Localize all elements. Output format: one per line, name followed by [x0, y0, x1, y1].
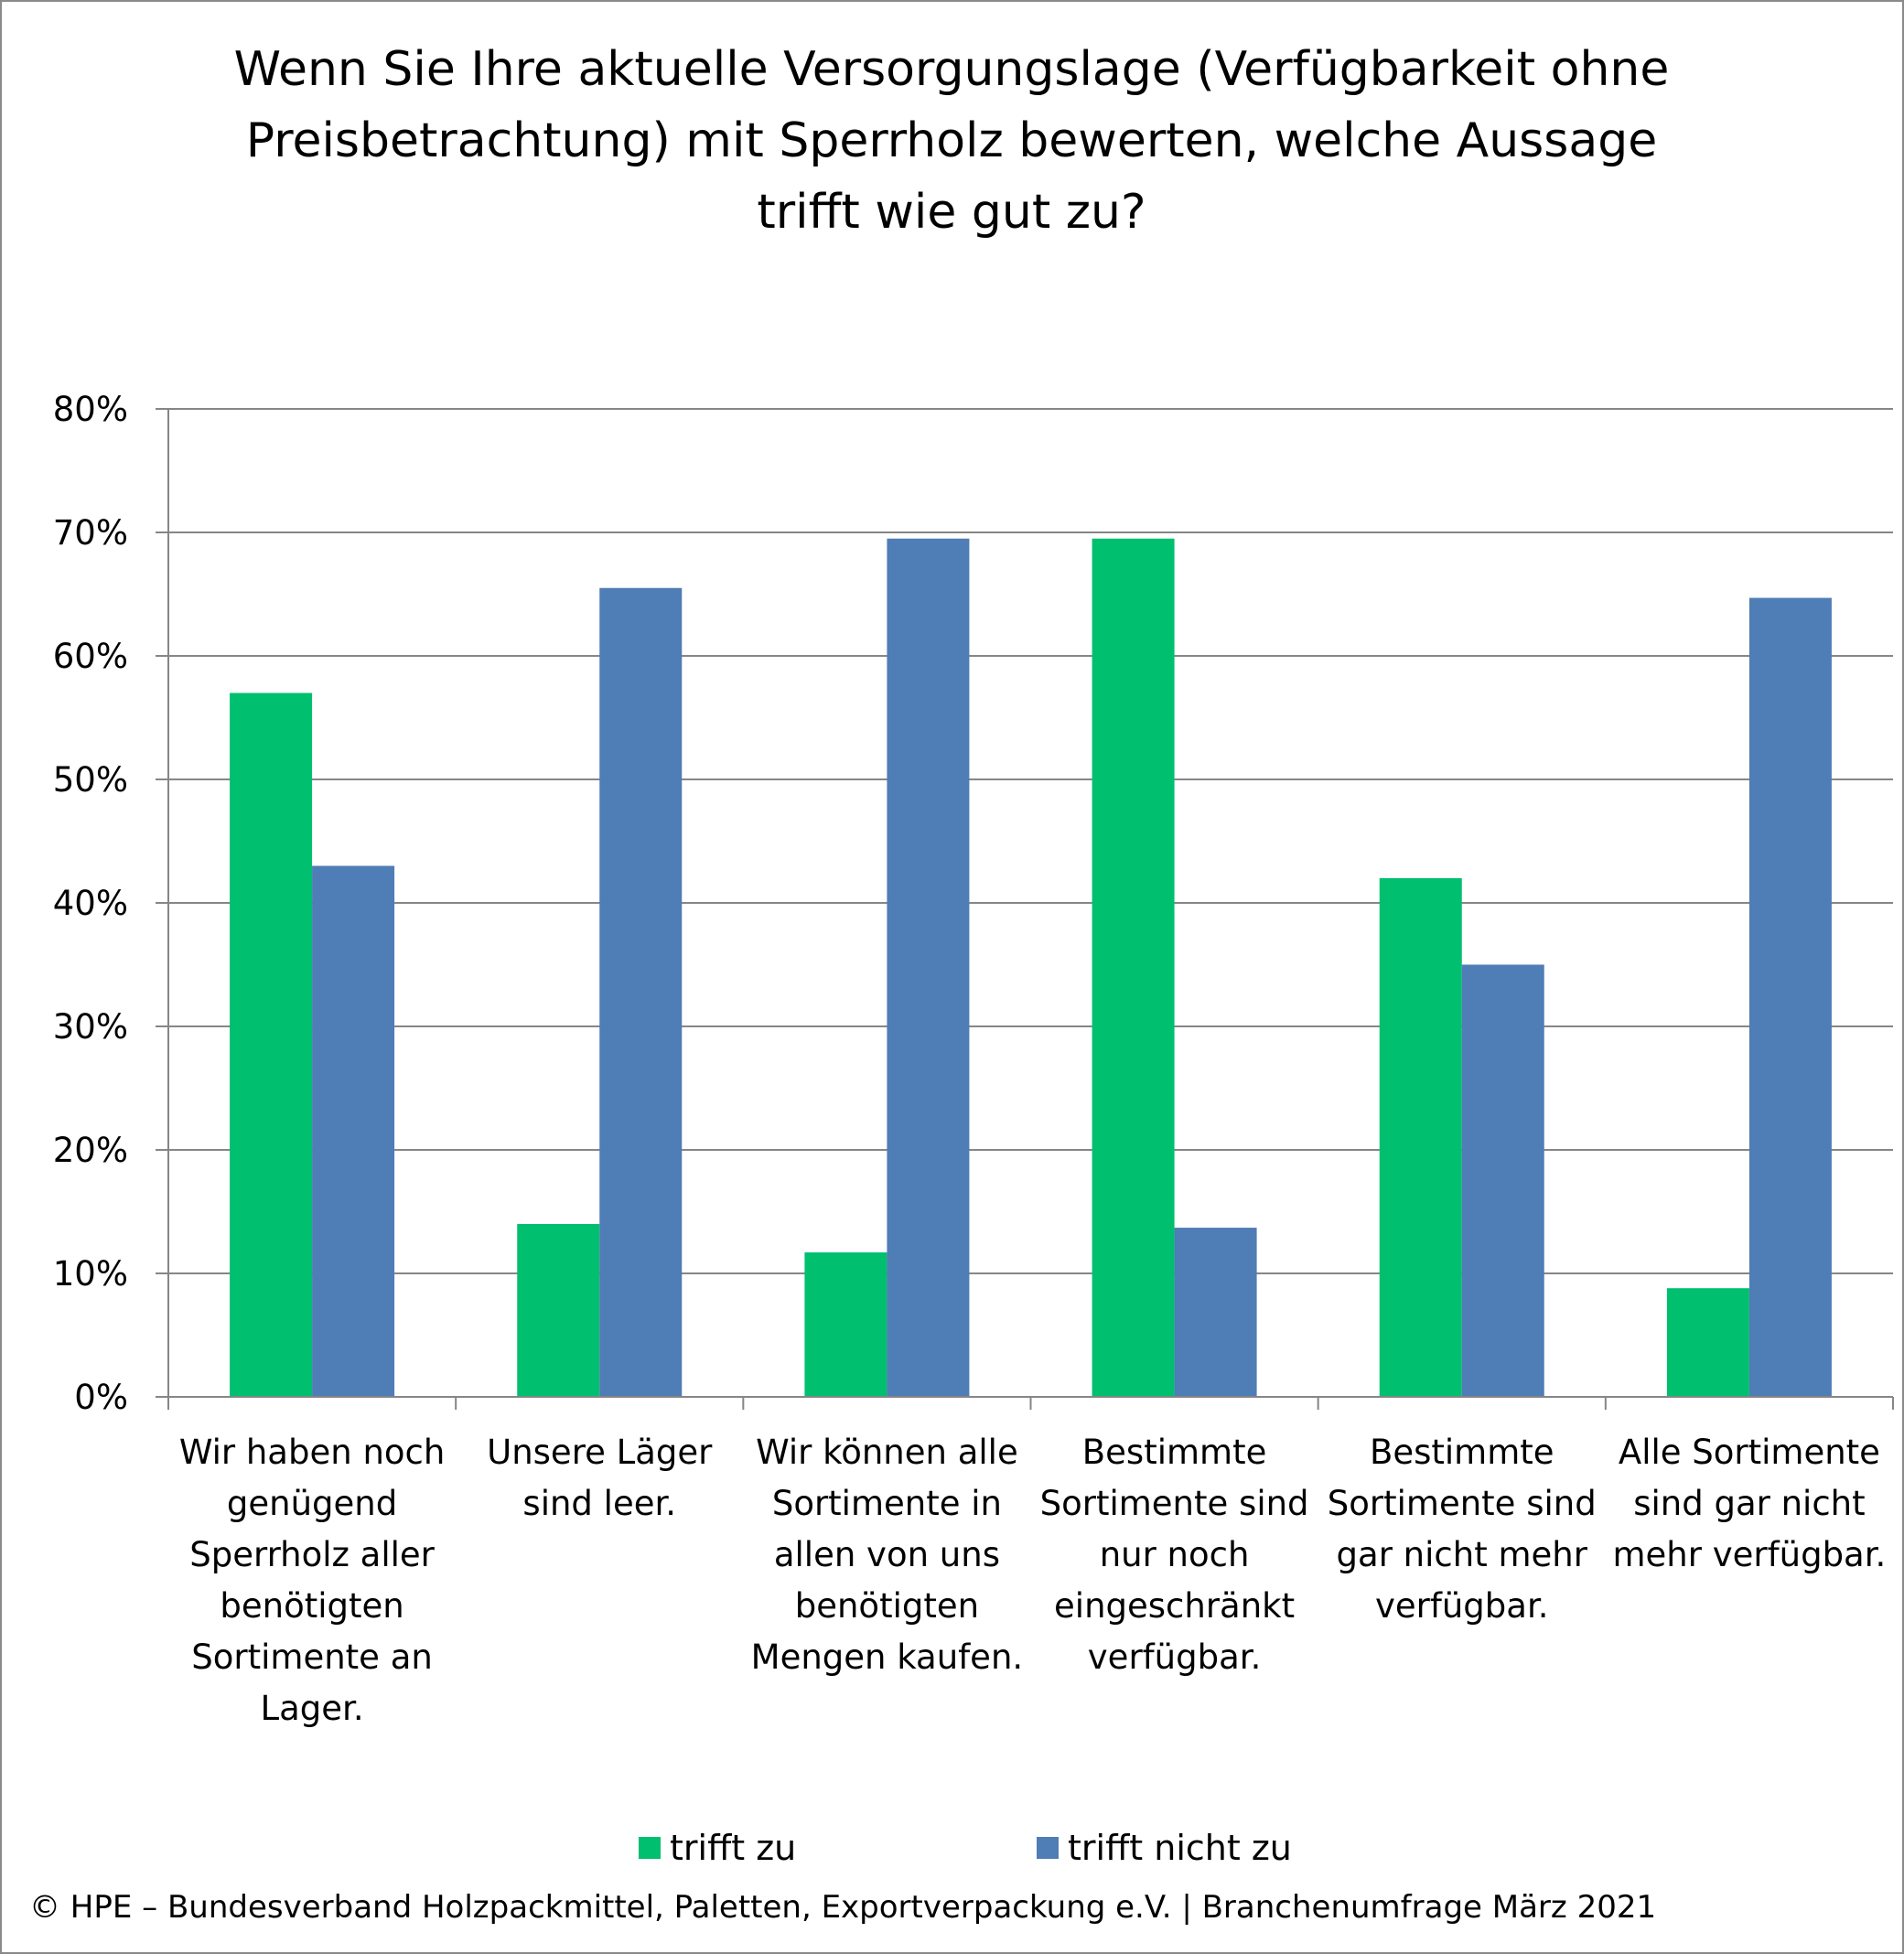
- y-tick-label: 10%: [53, 1254, 128, 1294]
- bar-trifft-nicht-zu: [1461, 964, 1544, 1397]
- y-tick-label: 50%: [53, 760, 128, 800]
- x-category-label-line: Bestimmte: [1370, 1433, 1554, 1472]
- x-category-label-line: genügend: [227, 1484, 397, 1523]
- legend: trifft zu trifft nicht zu: [639, 1828, 1292, 1868]
- x-category-label-line: Sortimente an: [191, 1637, 433, 1677]
- bar-trifft-nicht-zu: [887, 538, 970, 1397]
- x-category-label-line: nur noch: [1100, 1535, 1250, 1574]
- x-category-label: Wir haben noch genügend Sperrholz aller ben…: [179, 1433, 446, 1728]
- bar-trifft-zu: [1092, 538, 1175, 1397]
- bar-trifft-zu: [230, 692, 313, 1397]
- x-category-label-line: verfügbar.: [1375, 1586, 1549, 1626]
- x-category-label-line: Bestimmte: [1082, 1433, 1267, 1472]
- x-category-label-line: verfügbar.: [1088, 1637, 1262, 1677]
- bar-trifft-zu: [517, 1224, 600, 1397]
- y-tick-label: 0%: [74, 1378, 128, 1417]
- title-line: Preisbetrachtung) mit Sperrholz bewerten…: [246, 113, 1657, 168]
- y-tick-label: 30%: [53, 1007, 128, 1047]
- x-category-label: Unsere Läger sind leer.: [487, 1433, 713, 1523]
- x-category-label-line: mehr verfügbar.: [1613, 1535, 1887, 1574]
- bar-trifft-nicht-zu: [1174, 1228, 1257, 1397]
- x-category-label-line: Unsere Läger: [487, 1433, 713, 1472]
- x-category-label-line: gar nicht mehr: [1337, 1535, 1588, 1574]
- y-tick-label: 40%: [53, 884, 128, 923]
- legend-label: trifft nicht zu: [1068, 1828, 1292, 1868]
- x-category-label-line: Sperrholz aller: [189, 1535, 435, 1574]
- y-tick-label: 60%: [53, 637, 128, 676]
- x-category-label: Alle Sortimente sind gar nicht mehr verfüg…: [1613, 1433, 1887, 1574]
- bar-trifft-zu: [1379, 878, 1462, 1397]
- title-line: trifft wie gut zu?: [757, 185, 1146, 240]
- gridlines: [168, 408, 1893, 1274]
- x-category-label-line: sind gar nicht: [1633, 1484, 1865, 1523]
- x-category-label-line: benötigten: [795, 1586, 979, 1626]
- category-labels: Wir haben noch genügend Sperrholz aller ben…: [179, 1433, 1886, 1728]
- chart-title: Wenn Sie Ihre aktuelle Versorgungslage (…: [234, 42, 1670, 240]
- x-category-label-line: Mengen kaufen.: [751, 1637, 1024, 1677]
- y-tick-label: 20%: [53, 1131, 128, 1170]
- x-category-label-line: Wir haben noch: [179, 1433, 446, 1472]
- x-category-label-line: Sortimente sind: [1328, 1484, 1597, 1523]
- x-category-label: Bestimmte Sortimente sind nur noch eingesch…: [1040, 1433, 1309, 1677]
- bar-trifft-nicht-zu: [599, 587, 683, 1397]
- legend-swatch: [639, 1837, 661, 1859]
- axes: 0% 10% 20% 30% 40% 50% 60% 70% 80%: [53, 390, 1894, 1417]
- x-category-label: Wir können alle Sortimente in allen von un…: [751, 1433, 1024, 1677]
- x-category-label: Bestimmte Sortimente sind gar nicht mehr ve…: [1328, 1433, 1597, 1626]
- bar-trifft-nicht-zu: [1748, 597, 1832, 1397]
- title-line: Wenn Sie Ihre aktuelle Versorgungslage (…: [234, 42, 1670, 97]
- x-category-label-line: sind leer.: [522, 1484, 676, 1523]
- x-category-label-line: eingeschränkt: [1054, 1586, 1295, 1626]
- footer-credit: © HPE – Bundesverband Holzpackmittel, Pa…: [29, 1889, 1656, 1926]
- x-category-label-line: Lager.: [261, 1689, 364, 1728]
- bars: [230, 538, 1832, 1397]
- x-category-label-line: Alle Sortimente: [1619, 1433, 1880, 1472]
- bar-trifft-zu: [804, 1252, 887, 1397]
- legend-swatch: [1037, 1837, 1059, 1859]
- x-category-label-line: allen von uns: [774, 1535, 1000, 1574]
- y-tick-label: 80%: [53, 390, 128, 429]
- y-tick-label: 70%: [53, 513, 128, 553]
- x-category-label-line: benötigten: [220, 1586, 403, 1626]
- x-category-label-line: Sortimente in: [772, 1484, 1002, 1523]
- bar-trifft-nicht-zu: [312, 865, 395, 1397]
- x-category-label-line: Wir können alle: [756, 1433, 1018, 1472]
- bar-trifft-zu: [1666, 1288, 1749, 1397]
- x-category-label-line: Sortimente sind: [1040, 1484, 1309, 1523]
- legend-label: trifft zu: [670, 1828, 796, 1868]
